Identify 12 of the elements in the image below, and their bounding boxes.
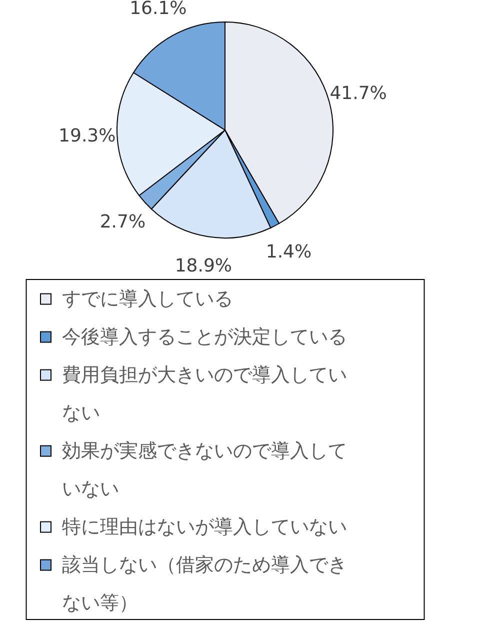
legend-label: すでに導入している xyxy=(62,288,233,310)
legend-label: 該当しない（借家のため導入できない等） xyxy=(62,554,347,614)
data-label: 18.9% xyxy=(174,255,232,276)
legend-label: 今後導入することが決定している xyxy=(62,326,347,348)
legend-label: 費用負担が大きいので導入していない xyxy=(62,364,347,424)
data-label: 1.4% xyxy=(266,241,312,262)
data-label: 19.3% xyxy=(58,125,116,146)
data-label: 2.7% xyxy=(100,212,146,233)
data-label: 41.7% xyxy=(330,83,387,104)
legend-label: 特に理由はないが導入していない xyxy=(62,516,347,538)
legend-label: 効果が実感できないので導入していない xyxy=(62,440,347,500)
data-label: 16.1% xyxy=(130,0,187,20)
